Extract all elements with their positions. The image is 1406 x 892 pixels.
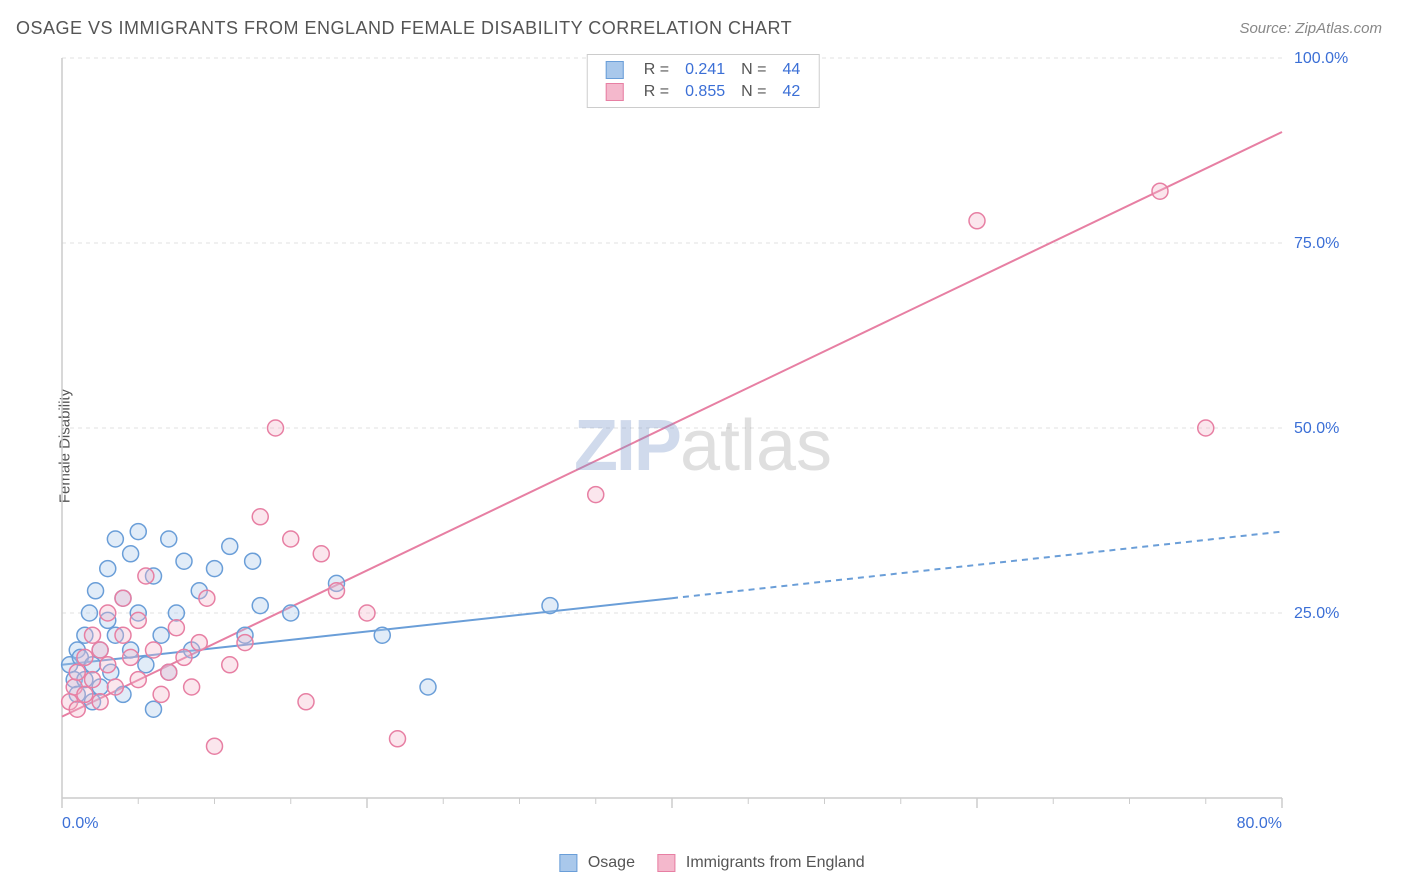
svg-text:100.0%: 100.0%: [1294, 50, 1348, 67]
chart-title: OSAGE VS IMMIGRANTS FROM ENGLAND FEMALE …: [16, 18, 792, 39]
series-label-osage: Osage: [588, 854, 635, 871]
svg-text:0.0%: 0.0%: [62, 815, 98, 832]
series-label-immigrants: Immigrants from England: [686, 854, 865, 871]
plot-area: 25.0% 50.0% 75.0% 100.0% 0.0% 80.0%: [52, 48, 1352, 838]
r-label: R =: [636, 81, 677, 103]
legend-correlation: R = 0.241 N = 44 R = 0.855 N = 42: [587, 54, 820, 108]
legend-series: Osage Immigrants from England: [541, 854, 864, 872]
n-value-osage: 44: [774, 59, 808, 81]
legend-row-osage: R = 0.241 N = 44: [598, 59, 809, 81]
swatch-osage: [559, 854, 577, 872]
swatch-immigrants: [606, 83, 624, 101]
svg-text:50.0%: 50.0%: [1294, 420, 1339, 437]
n-label: N =: [733, 81, 774, 103]
r-value-immigrants: 0.855: [677, 81, 733, 103]
svg-text:25.0%: 25.0%: [1294, 605, 1339, 622]
r-label: R =: [636, 59, 677, 81]
r-value-osage: 0.241: [677, 59, 733, 81]
swatch-immigrants: [657, 854, 675, 872]
source-label: Source: ZipAtlas.com: [1239, 20, 1382, 37]
chart-svg: 25.0% 50.0% 75.0% 100.0% 0.0% 80.0%: [52, 48, 1352, 838]
svg-text:80.0%: 80.0%: [1237, 815, 1282, 832]
header: OSAGE VS IMMIGRANTS FROM ENGLAND FEMALE …: [16, 18, 1382, 39]
svg-text:75.0%: 75.0%: [1294, 235, 1339, 252]
swatch-osage: [606, 61, 624, 79]
legend-row-immigrants: R = 0.855 N = 42: [598, 81, 809, 103]
chart-container: OSAGE VS IMMIGRANTS FROM ENGLAND FEMALE …: [0, 0, 1406, 892]
n-value-immigrants: 42: [774, 81, 808, 103]
n-label: N =: [733, 59, 774, 81]
